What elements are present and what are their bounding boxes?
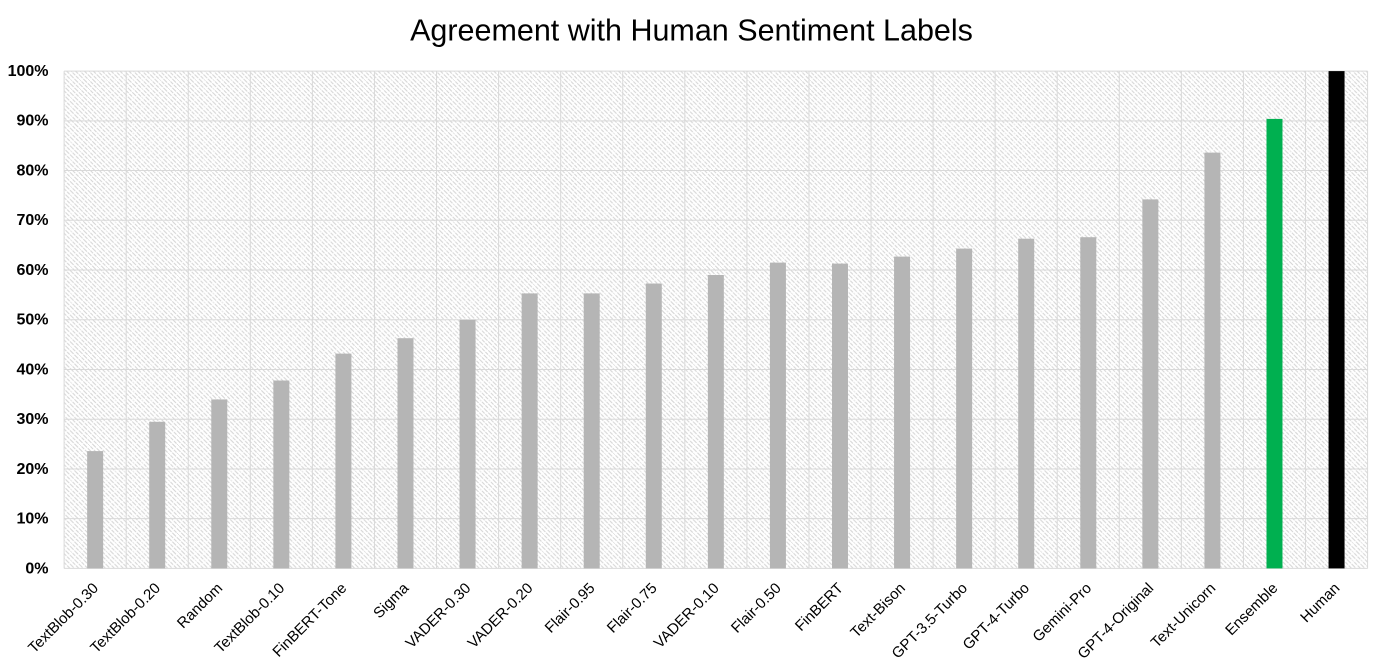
- svg-text:90%: 90%: [16, 113, 48, 130]
- svg-text:60%: 60%: [16, 262, 48, 279]
- svg-text:20%: 20%: [16, 461, 48, 478]
- svg-text:Agreement with Human Sentiment: Agreement with Human Sentiment Labels: [410, 14, 973, 48]
- svg-text:0%: 0%: [25, 560, 48, 577]
- svg-text:10%: 10%: [16, 511, 48, 528]
- svg-text:80%: 80%: [16, 163, 48, 180]
- svg-text:40%: 40%: [16, 361, 48, 378]
- svg-text:50%: 50%: [16, 312, 48, 329]
- svg-text:30%: 30%: [16, 411, 48, 428]
- svg-text:100%: 100%: [8, 63, 49, 80]
- svg-text:70%: 70%: [16, 212, 48, 229]
